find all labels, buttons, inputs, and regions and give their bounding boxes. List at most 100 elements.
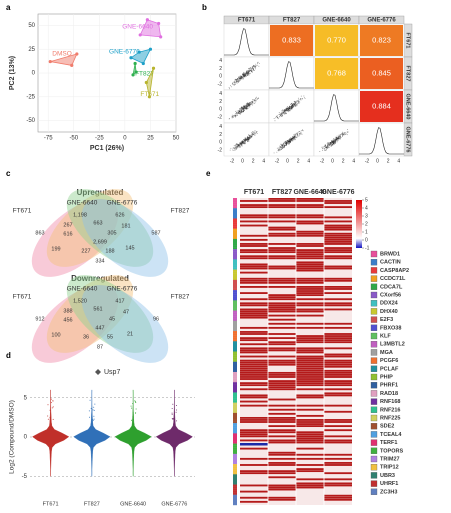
scatter-dot <box>285 142 287 144</box>
heatmap-cell <box>240 331 268 333</box>
gene-swatch <box>370 267 378 274</box>
heatmap-cell <box>268 457 296 460</box>
scatter-dot <box>245 139 247 141</box>
outlier-dot <box>93 406 95 408</box>
sidebar-cell <box>233 472 237 475</box>
scatter-dot <box>235 149 237 150</box>
scatter-dot <box>286 108 288 110</box>
heatmap-cell <box>296 380 324 382</box>
scatter-dot <box>325 149 326 151</box>
sidebar-cell <box>233 267 237 270</box>
sidebar-cell <box>233 384 237 387</box>
scatter-dot <box>251 104 253 106</box>
gene-swatch <box>370 423 378 430</box>
scatter-dot <box>245 139 247 141</box>
scatter-dot <box>251 65 253 67</box>
gene-swatch <box>370 324 378 331</box>
scatter-dot <box>255 96 257 98</box>
scatter-dot <box>284 146 285 148</box>
scatter-dot <box>346 131 348 133</box>
heatmap-cell <box>324 302 352 305</box>
scatter-dot <box>232 116 234 118</box>
scatter-dot <box>247 70 249 72</box>
scatter-dot <box>274 120 276 122</box>
scatter-dot <box>296 103 298 105</box>
heatmap-cell <box>296 431 324 434</box>
scatter-dot <box>250 70 252 71</box>
scatter-dot <box>238 145 240 147</box>
scatter-dot <box>236 114 238 116</box>
sidebar-cell <box>233 326 237 330</box>
sidebar-cell <box>233 232 237 236</box>
scatter-dot <box>239 110 241 112</box>
scatter-dot <box>242 107 244 109</box>
outlier-dot <box>52 406 54 408</box>
pca-point <box>159 35 163 39</box>
sidebar-cell <box>233 269 237 272</box>
scatter-dot <box>241 106 243 108</box>
scatter-dot <box>297 133 299 135</box>
scatter-dot <box>329 142 331 144</box>
sidebar-cell <box>233 322 237 326</box>
x-tick-label: -25 <box>95 136 104 142</box>
region-count: 863 <box>35 230 44 236</box>
y-axis-label: Log2 (Compound/DMSO) <box>9 400 16 474</box>
colorbar-label: 4 <box>365 205 368 211</box>
scatter-dot <box>291 137 293 139</box>
heatmap-cell <box>240 355 268 358</box>
outlier-dot <box>49 409 51 411</box>
heatmap-cell <box>240 464 268 466</box>
scatter-dot <box>233 145 235 147</box>
heatmap-cell <box>240 347 268 350</box>
scatter-dot <box>302 129 303 131</box>
heatmap-cell <box>268 388 296 391</box>
scatter-dot <box>289 106 291 108</box>
scatter-dot <box>288 108 289 110</box>
scatter-dot <box>278 112 280 114</box>
scatter-dot <box>289 138 291 139</box>
column-label: GNE-6776 <box>367 18 396 24</box>
scatter-dot <box>240 109 242 111</box>
legend-diamond <box>95 369 101 375</box>
scatter-dot <box>336 135 338 137</box>
gene-swatch <box>370 259 378 266</box>
venn-set <box>66 275 154 353</box>
heatmap-cell <box>324 365 352 368</box>
scatter-dot <box>293 139 295 141</box>
sidebar-cell <box>233 488 237 491</box>
scatter-dot <box>299 131 301 133</box>
scatter-dot <box>239 113 241 115</box>
heatmap-cell <box>268 361 296 364</box>
heatmap-cell <box>268 484 296 487</box>
sidebar-cell <box>233 429 237 432</box>
heatmap-cell <box>324 277 352 280</box>
heatmap-cell <box>268 326 296 329</box>
outlier-dot <box>132 416 134 418</box>
sidebar-cell <box>233 214 237 217</box>
region-count: 96 <box>153 316 159 322</box>
scatter-dot <box>239 77 241 79</box>
scatter-dot <box>243 76 244 77</box>
scatter-dot <box>251 136 253 138</box>
scatter-dot <box>290 142 292 144</box>
density-curve <box>224 28 269 56</box>
gene-label: PHRF1 <box>380 383 398 389</box>
scatter-dot <box>254 134 256 136</box>
scatter-dot <box>340 136 342 138</box>
scatter-dot <box>231 114 233 116</box>
venn-set <box>31 199 119 277</box>
outlier-dot <box>135 412 137 414</box>
heatmap-cell <box>296 335 324 337</box>
sidebar-cell <box>233 277 237 281</box>
column-label: GNE-6640 <box>322 18 351 24</box>
scatter-dot <box>300 130 302 132</box>
sidebar-cell <box>233 374 237 377</box>
gene-label: E2F3 <box>380 317 393 323</box>
sidebar-cell <box>233 380 237 383</box>
sidebar-cell <box>233 292 237 295</box>
scatter-dot <box>287 106 289 108</box>
scatter-dot <box>246 72 248 74</box>
x-tick-label: GNE-6776 <box>161 501 187 507</box>
scatter-dot <box>243 72 245 74</box>
heatmap-cell <box>324 200 352 202</box>
